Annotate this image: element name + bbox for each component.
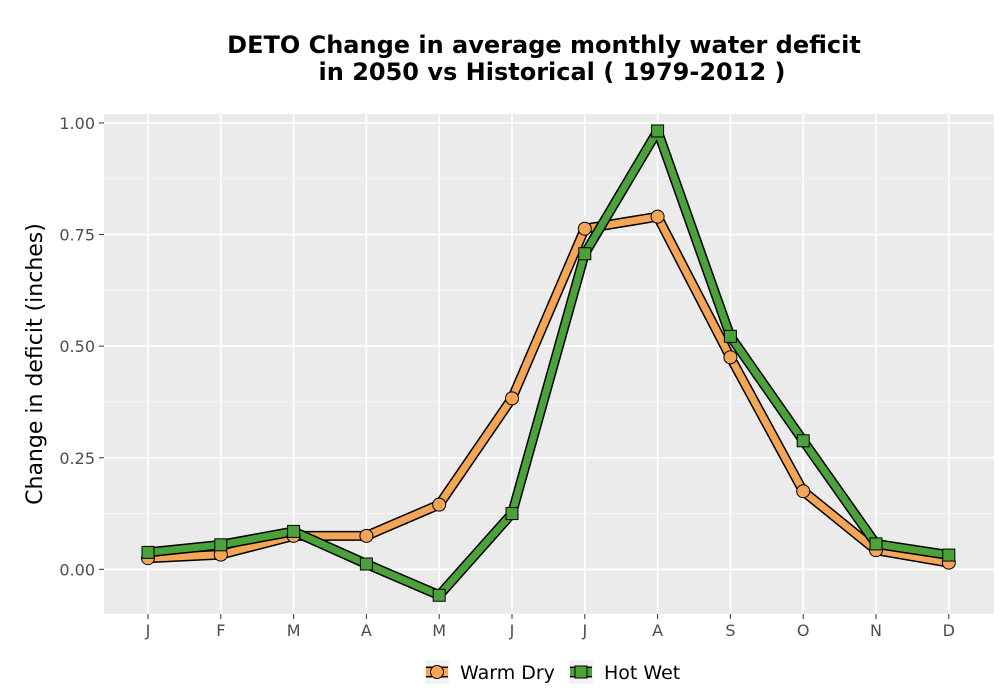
- legend-item-warm-dry: Warm Dry: [425, 660, 555, 684]
- x-tick-label: F: [216, 621, 225, 640]
- x-tick-label: J: [145, 621, 151, 640]
- x-tick-label: M: [432, 621, 446, 640]
- x-tick-label: J: [581, 621, 587, 640]
- series-hot-wet-point: [287, 524, 301, 538]
- series-warm-dry-point: [650, 209, 665, 224]
- series-hot-wet-point: [214, 538, 228, 552]
- chart-title-line-2: in 2050 vs Historical ( 1979-2012 ): [319, 58, 786, 86]
- x-tick-label: A: [652, 621, 663, 640]
- x-tick-label: N: [870, 621, 882, 640]
- series-hot-wet-point: [651, 124, 665, 138]
- y-axis-title: Change in deficit (inches): [23, 223, 48, 505]
- series-layer: [141, 124, 956, 602]
- series-hot-wet-point: [578, 247, 592, 261]
- legend-key-hot-wet-marker: [574, 665, 588, 679]
- series-warm-dry-point: [577, 221, 592, 236]
- legend-item-hot-wet: Hot Wet: [569, 660, 680, 684]
- x-tick-label: O: [797, 621, 810, 640]
- series-hot-wet-line: [144, 127, 953, 599]
- series-hot-wet-point: [796, 434, 810, 448]
- legend-label-warm-dry: Warm Dry: [460, 662, 555, 684]
- legend-key-warm-dry-marker: [430, 665, 444, 679]
- grid-minor: [104, 178, 994, 515]
- y-tick-label: 0.75: [59, 226, 95, 245]
- series-warm-dry-point: [359, 528, 374, 543]
- series-warm-dry-point: [796, 484, 811, 499]
- x-tick-label: D: [943, 621, 955, 640]
- series-hot-wet-point: [359, 557, 373, 571]
- series-hot-wet-point: [432, 588, 446, 602]
- x-tick-label: S: [725, 621, 735, 640]
- series-warm-dry-point: [723, 350, 738, 365]
- y-tick-label: 0.50: [59, 337, 95, 356]
- series-hot-wet-point: [505, 507, 519, 521]
- legend: Warm Dry Hot Wet: [425, 660, 680, 684]
- x-tick-label: A: [361, 621, 372, 640]
- series-hot-wet-point: [942, 548, 956, 562]
- series-hot-wet-point: [869, 537, 883, 551]
- grid-major: [104, 114, 994, 614]
- y-axis: 0.00 0.25 0.50 0.75 1.00: [59, 114, 104, 579]
- y-tick-label: 0.00: [59, 560, 95, 579]
- x-tick-label: J: [509, 621, 515, 640]
- chart-title-line-1: DETO Change in average monthly water def…: [227, 31, 861, 59]
- series-warm-dry-point: [432, 497, 447, 512]
- x-tick-label: M: [287, 621, 301, 640]
- series-hot-wet-point: [141, 545, 155, 559]
- y-tick-label: 0.25: [59, 449, 95, 468]
- series-warm-dry-line: [144, 213, 953, 567]
- y-tick-label: 1.00: [59, 114, 95, 133]
- series-warm-dry-point: [505, 391, 519, 406]
- series-hot-wet-point: [723, 329, 737, 343]
- legend-label-hot-wet: Hot Wet: [604, 662, 680, 684]
